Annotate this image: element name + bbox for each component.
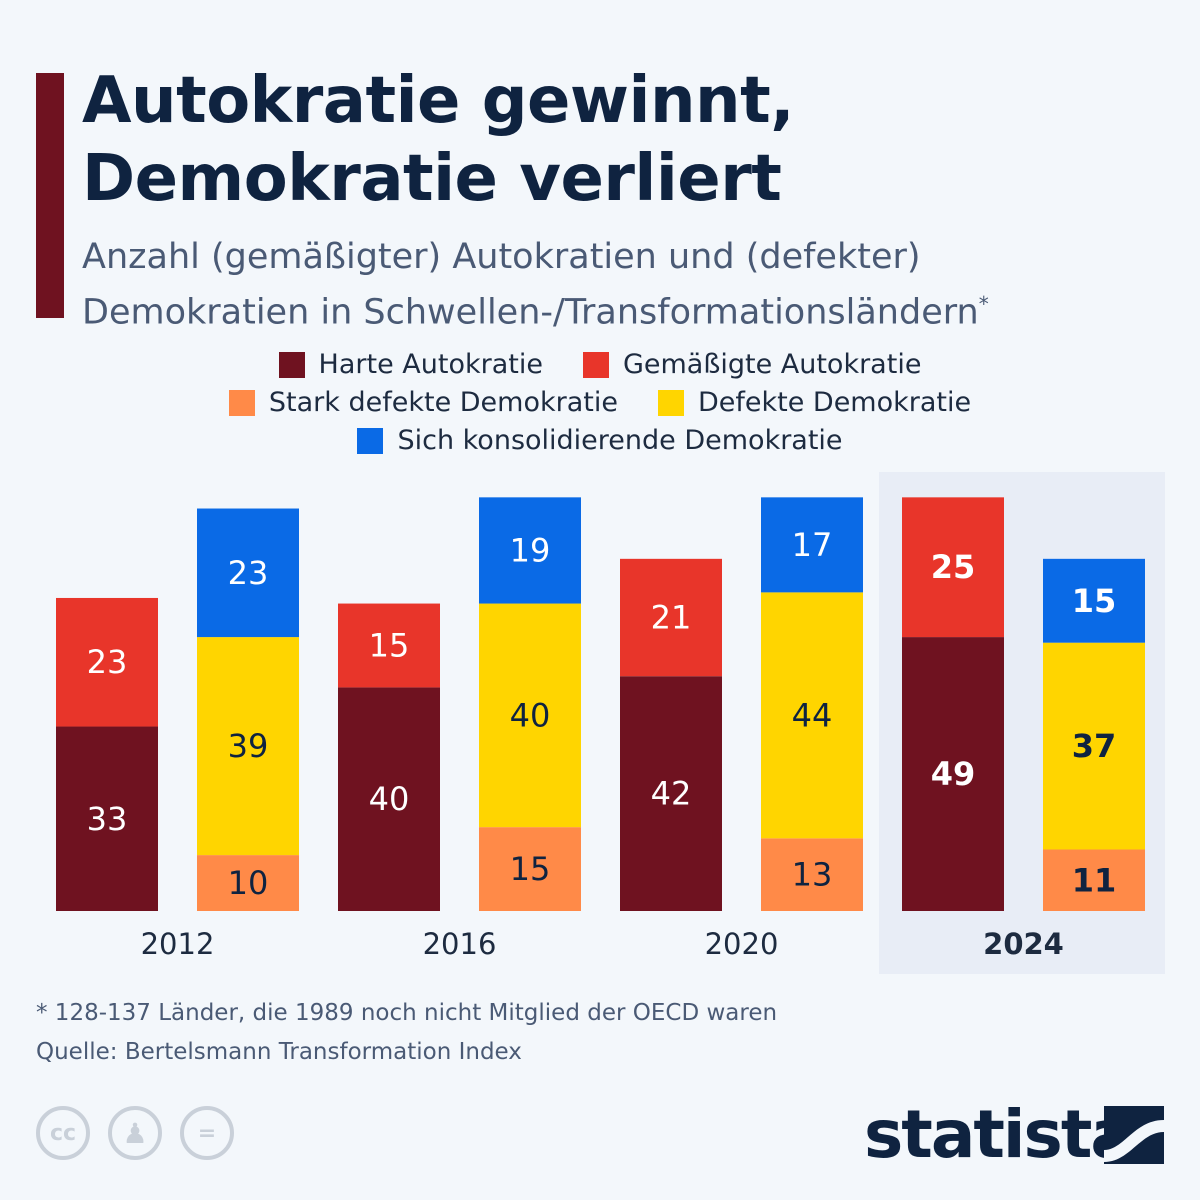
chart-subtitle: Anzahl (gemäßigter) Autokratien und (def… [82,234,989,337]
data-label: 37 [1072,727,1117,765]
legend-swatch [228,390,255,416]
data-label: 25 [931,548,976,586]
data-label: 15 [510,850,551,888]
data-label: 23 [228,554,269,592]
title-accent-bar [36,73,64,318]
data-label: 49 [931,755,976,793]
bar-segment [620,558,722,677]
bar-segment [479,827,581,911]
bar-segment [479,603,581,828]
bar-segment [902,497,1004,638]
bar-segment [197,855,299,911]
subtitle-line: Demokratien in Schwellen-/Transformation… [82,292,979,333]
x-tick-label: 2024 [983,927,1064,961]
bar-segment [56,597,158,727]
data-label: 42 [651,775,692,813]
source: Quelle: Bertelsmann Transformation Index [36,1039,522,1065]
data-label: 13 [792,856,833,894]
legend-item: Defekte Demokratie [657,384,972,422]
x-tick-label: 2016 [423,927,497,961]
bar-segment [338,687,440,911]
legend-item: Gemäßigte Autokratie [582,346,922,384]
footnote: * 128-137 Länder, die 1989 noch nicht Mi… [36,1000,778,1026]
legend-item: Sich konsolidierende Demokratie [357,422,843,460]
bar-segment [761,497,863,593]
x-tick-label: 2012 [141,927,215,961]
no-derivatives-icon: = [180,1106,234,1160]
bar-segment [338,603,440,688]
subtitle-line: Anzahl (gemäßigter) Autokratien und (def… [82,237,921,277]
bar-segment [902,637,1004,911]
bar-segment [1043,849,1145,911]
data-label: 40 [510,696,551,734]
data-label: 40 [369,780,410,818]
legend-label: Gemäßigte Autokratie [622,349,922,380]
bar-segment [197,508,299,638]
data-label: 19 [510,531,551,569]
chart-title: Autokratie gewinnt, Demokratie verliert [82,62,795,218]
bar-segment [479,497,581,604]
legend-label: Harte Autokratie [318,349,543,380]
legend: Harte Autokratie Gemäßigte Autokratie St… [0,346,1200,460]
footnote-mark: * [978,292,989,316]
data-label: 10 [228,864,269,902]
legend-swatch [582,352,609,378]
data-label: 23 [87,643,128,681]
bar-segment [1043,558,1145,643]
legend-label: Defekte Demokratie [697,387,972,418]
bar-segment [761,592,863,839]
data-label: 11 [1072,861,1117,899]
bar-segment [197,637,299,856]
attribution-icon: ♟ [108,1106,162,1160]
bar-segment [1043,642,1145,850]
legend-swatch [278,352,305,378]
data-label: 39 [228,727,269,765]
legend-label: Sich konsolidierende Demokratie [397,425,843,456]
data-label: 33 [87,800,128,838]
statista-logo: statista [864,1096,1135,1173]
legend-label: Stark defekte Demokratie [268,387,618,418]
cc-icon: cc [36,1106,90,1160]
data-label: 15 [369,626,410,664]
bar-segment [620,676,722,911]
data-label: 21 [651,599,692,637]
legend-item: Stark defekte Demokratie [228,384,618,422]
x-tick-label: 2020 [705,927,779,961]
bar-segment [761,838,863,911]
bar-segment [56,726,158,911]
legend-swatch [357,428,384,454]
title-line: Demokratie verliert [82,142,782,216]
title-line: Autokratie gewinnt, [82,64,795,138]
legend-item: Harte Autokratie [278,346,543,384]
statista-logo-mark-icon [1104,1106,1164,1164]
data-label: 17 [792,526,833,564]
data-label: 15 [1072,582,1117,620]
legend-swatch [657,390,684,416]
data-label: 44 [792,696,833,734]
